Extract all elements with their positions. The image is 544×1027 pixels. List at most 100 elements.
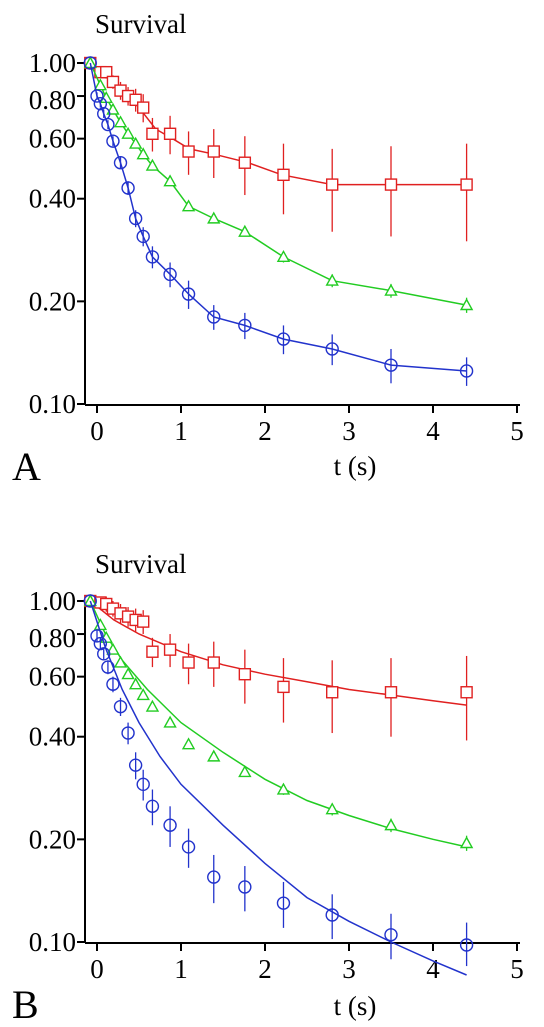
y-tick-label: 0.10 — [29, 927, 76, 957]
fit-line — [89, 62, 467, 186]
data-point — [128, 677, 143, 690]
data-point — [163, 818, 177, 832]
y-tick-label: 0.80 — [29, 85, 76, 115]
x-tick-label: 1 — [174, 954, 188, 984]
data-point — [182, 145, 195, 158]
x-tick-label: 5 — [510, 416, 524, 446]
data-point — [106, 75, 120, 89]
data-point — [384, 928, 398, 942]
data-point — [113, 156, 128, 170]
data-point — [128, 136, 143, 149]
data-point — [181, 287, 196, 301]
data-point — [163, 643, 177, 656]
data-point — [128, 758, 143, 772]
data-point — [207, 310, 221, 324]
data-point — [460, 178, 473, 191]
data-point — [146, 127, 159, 140]
data-point — [276, 896, 291, 910]
data-point — [136, 101, 150, 114]
series-square — [84, 594, 473, 741]
x-tick-label: 1 — [174, 416, 188, 446]
data-point — [384, 178, 398, 191]
data-point — [163, 715, 177, 728]
data-point — [128, 211, 143, 226]
x-tick-label: 4 — [426, 416, 440, 446]
data-point — [181, 737, 196, 750]
data-point — [238, 880, 252, 894]
data-point — [238, 318, 252, 333]
y-axis-label: Survival — [95, 9, 187, 39]
data-point — [83, 594, 97, 607]
y-tick-label: 0.20 — [29, 824, 76, 854]
data-point — [146, 645, 159, 658]
data-point — [276, 332, 291, 346]
data-point — [277, 168, 290, 182]
y-tick-label: 0.20 — [29, 286, 76, 316]
data-point — [163, 267, 177, 282]
x-tick-label: 5 — [510, 954, 524, 984]
panel-label: B — [12, 982, 39, 1027]
data-point — [106, 102, 120, 115]
data-point — [106, 134, 120, 148]
data-point — [276, 782, 291, 795]
x-tick-label: 4 — [426, 954, 440, 984]
chart-panel-a: Survival 1.00 0.80 0.60 0.40 0.20 0.10 0 1 2 3 4 5 t … — [12, 9, 524, 489]
y-tick-label: 1.00 — [29, 586, 76, 616]
y-tick-label: 0.80 — [29, 623, 76, 653]
series-triangle — [83, 56, 474, 313]
data-point — [83, 594, 97, 608]
data-point — [121, 181, 135, 195]
data-point — [325, 342, 339, 356]
data-point — [163, 174, 177, 187]
data-point — [325, 802, 339, 815]
data-point — [238, 668, 252, 681]
data-point — [238, 224, 252, 237]
data-point — [90, 89, 104, 103]
series-circle — [83, 594, 474, 976]
data-point — [106, 677, 120, 691]
data-point — [136, 688, 150, 701]
data-point — [181, 199, 196, 212]
y-tick-label: 1.00 — [29, 48, 76, 78]
data-point — [325, 273, 339, 286]
data-point — [145, 250, 160, 264]
data-point — [459, 938, 474, 952]
data-point — [121, 126, 135, 139]
data-point — [145, 699, 160, 712]
fit-line — [89, 600, 467, 706]
data-point — [145, 158, 160, 171]
data-point — [384, 283, 398, 296]
data-point — [83, 56, 97, 70]
y-tick-label: 0.40 — [29, 184, 76, 214]
data-point — [136, 229, 150, 244]
data-point — [101, 117, 115, 132]
y-axis-label: Survival — [95, 549, 187, 579]
data-point — [113, 699, 128, 714]
data-point — [129, 93, 142, 106]
data-point — [238, 765, 252, 778]
data-point — [325, 908, 339, 922]
data-point — [207, 656, 220, 669]
y-tick-label: 0.40 — [29, 722, 76, 752]
data-point — [326, 686, 339, 699]
x-axis-label: t (s) — [334, 991, 377, 1021]
data-point — [181, 840, 196, 854]
data-point — [136, 147, 150, 160]
data-point — [145, 799, 160, 814]
data-point — [207, 145, 220, 158]
data-point — [459, 298, 474, 311]
data-point — [113, 655, 128, 668]
data-point — [460, 686, 473, 699]
data-point — [276, 249, 291, 263]
x-tick-label: 3 — [342, 954, 356, 984]
data-point — [136, 615, 150, 628]
data-point — [90, 629, 104, 643]
data-point — [207, 749, 221, 762]
series-square — [84, 56, 473, 242]
x-tick-label: 0 — [90, 954, 104, 984]
data-point — [93, 96, 108, 111]
x-tick-label: 0 — [90, 416, 104, 446]
data-point — [97, 647, 111, 661]
data-point — [384, 358, 398, 372]
data-point — [384, 686, 398, 699]
